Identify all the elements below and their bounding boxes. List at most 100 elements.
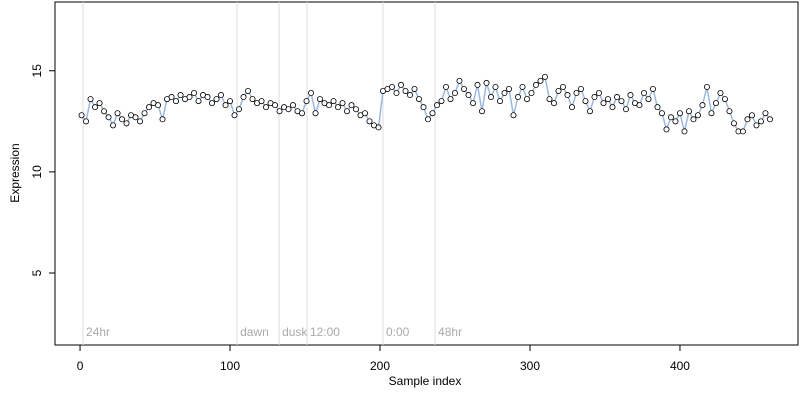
data-point xyxy=(519,83,526,90)
data-point xyxy=(398,81,405,88)
data-point xyxy=(411,85,418,92)
marker-label: 48hr xyxy=(438,325,462,339)
data-point xyxy=(645,96,652,103)
data-point xyxy=(420,104,427,111)
data-point xyxy=(717,90,724,97)
x-tick-label: 400 xyxy=(670,359,690,373)
data-point xyxy=(123,120,130,127)
data-point xyxy=(483,79,490,86)
data-point xyxy=(317,96,324,103)
data-point xyxy=(501,90,508,97)
data-point xyxy=(330,98,337,105)
data-point xyxy=(132,114,139,121)
data-point xyxy=(568,104,575,111)
data-point xyxy=(514,94,521,101)
data-point xyxy=(312,110,319,117)
data-point xyxy=(748,112,755,119)
data-point xyxy=(177,92,184,99)
data-point xyxy=(640,90,647,97)
data-point xyxy=(285,106,292,113)
data-point xyxy=(110,122,117,129)
data-point xyxy=(555,87,562,94)
data-point xyxy=(222,102,229,109)
data-point xyxy=(460,85,467,92)
data-point xyxy=(762,110,769,117)
data-point xyxy=(375,124,382,131)
data-point xyxy=(469,100,476,107)
data-point xyxy=(708,110,715,117)
trend-line xyxy=(80,75,771,133)
data-point xyxy=(366,118,373,125)
data-point xyxy=(326,102,333,109)
data-point xyxy=(559,83,566,90)
data-point xyxy=(155,102,162,109)
data-point xyxy=(78,112,85,119)
data-point xyxy=(528,90,535,97)
data-point xyxy=(416,96,423,103)
data-point xyxy=(730,120,737,127)
data-point xyxy=(195,98,202,105)
marker-label: dawn xyxy=(240,325,269,339)
data-point xyxy=(407,92,414,99)
data-point xyxy=(451,90,458,97)
data-point xyxy=(146,104,153,111)
data-point xyxy=(168,94,175,101)
data-point xyxy=(362,110,369,117)
data-point xyxy=(726,108,733,115)
data-point xyxy=(757,118,764,125)
data-point xyxy=(236,106,243,113)
data-point xyxy=(613,94,620,101)
data-point xyxy=(604,96,611,103)
data-point xyxy=(119,116,126,123)
y-tick-label: 10 xyxy=(30,165,44,179)
data-point xyxy=(636,102,643,109)
data-point xyxy=(303,98,310,105)
plot-frame xyxy=(54,1,799,346)
data-point xyxy=(245,87,252,94)
data-point xyxy=(159,116,166,123)
data-point xyxy=(249,96,256,103)
data-point xyxy=(433,102,440,109)
data-point xyxy=(263,104,270,111)
data-point xyxy=(595,90,602,97)
data-point xyxy=(766,116,773,123)
data-point xyxy=(546,96,553,103)
data-point xyxy=(186,94,193,101)
data-point xyxy=(739,128,746,135)
data-point xyxy=(654,104,661,111)
marker-label: 0:00 xyxy=(386,325,410,339)
data-point xyxy=(685,108,692,115)
data-point xyxy=(87,96,94,103)
data-point xyxy=(456,77,463,84)
data-point xyxy=(231,112,238,119)
data-point xyxy=(600,100,607,107)
data-point xyxy=(393,90,400,97)
data-point xyxy=(344,108,351,115)
data-point xyxy=(276,108,283,115)
data-point xyxy=(348,102,355,109)
data-point xyxy=(478,108,485,115)
data-point xyxy=(618,98,625,105)
data-point xyxy=(694,112,701,119)
marker-label: 12:00 xyxy=(310,325,340,339)
x-tick-label: 200 xyxy=(370,359,390,373)
data-point xyxy=(339,100,346,107)
data-point xyxy=(227,98,234,105)
data-point xyxy=(690,116,697,123)
data-point xyxy=(424,116,431,123)
data-point xyxy=(173,98,180,105)
data-point xyxy=(609,104,616,111)
data-point xyxy=(272,102,279,109)
data-point xyxy=(308,90,315,97)
data-point xyxy=(699,102,706,109)
data-point xyxy=(577,85,584,92)
x-tick-label: 100 xyxy=(220,359,240,373)
data-point xyxy=(96,100,103,107)
data-point xyxy=(299,110,306,117)
data-point xyxy=(681,128,688,135)
data-point xyxy=(550,100,557,107)
data-point xyxy=(523,96,530,103)
data-point xyxy=(663,126,670,133)
data-point xyxy=(591,94,598,101)
